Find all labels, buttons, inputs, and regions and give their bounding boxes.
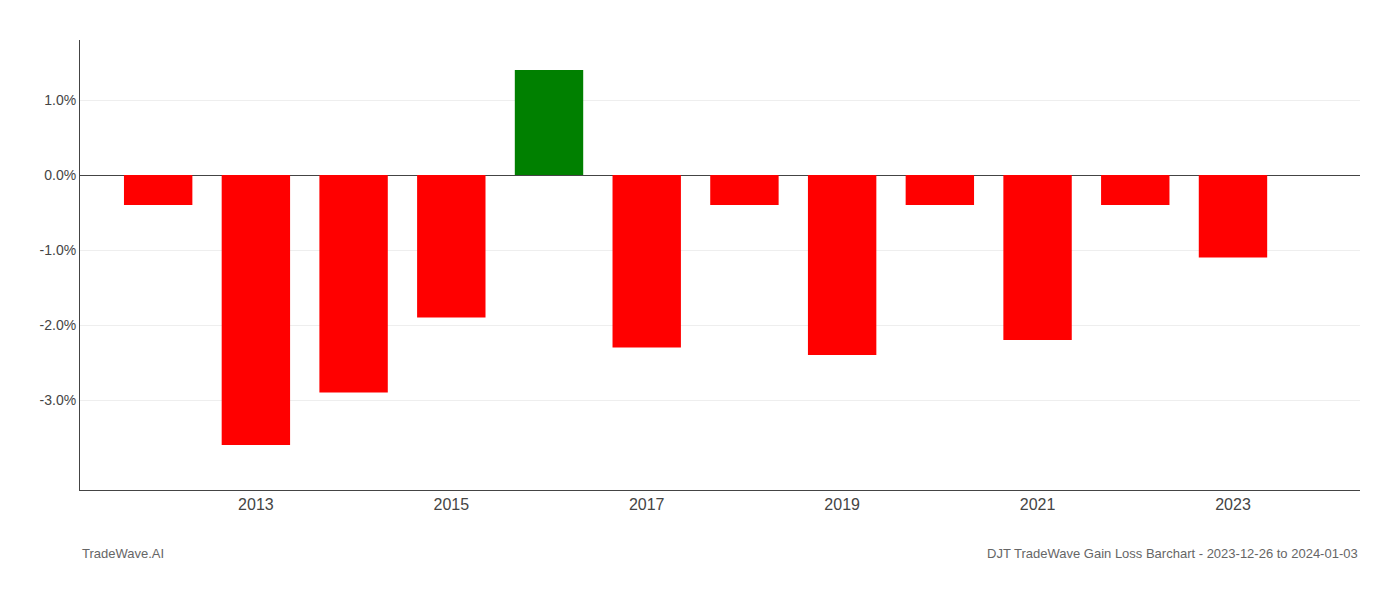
svg-text:2015: 2015 — [434, 496, 470, 513]
svg-text:2021: 2021 — [1020, 496, 1056, 513]
svg-text:-2.0%: -2.0% — [40, 317, 77, 333]
svg-text:2023: 2023 — [1215, 496, 1251, 513]
svg-text:2017: 2017 — [629, 496, 665, 513]
svg-text:1.0%: 1.0% — [44, 92, 76, 108]
svg-text:2019: 2019 — [824, 496, 860, 513]
svg-text:-3.0%: -3.0% — [40, 392, 77, 408]
svg-text:2013: 2013 — [238, 496, 274, 513]
svg-text:0.0%: 0.0% — [44, 167, 76, 183]
svg-text:-1.0%: -1.0% — [40, 242, 77, 258]
svg-text:DJT TradeWave Gain Loss Barcha: DJT TradeWave Gain Loss Barchart - 2023-… — [987, 546, 1358, 561]
svg-text:TradeWave.AI: TradeWave.AI — [82, 546, 164, 561]
